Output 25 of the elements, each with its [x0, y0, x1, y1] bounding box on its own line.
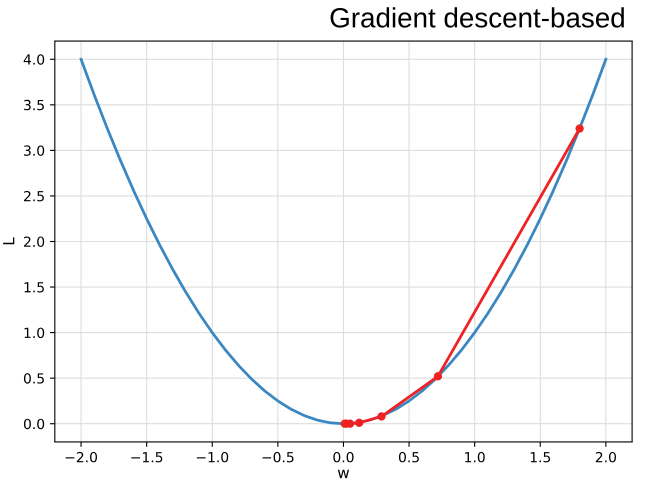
y-tick-label: 0.0 [24, 418, 44, 430]
point [355, 418, 364, 427]
y-tick-label: 3.5 [24, 100, 44, 110]
x-tick-label: 1.5 [530, 452, 550, 462]
y-tick-label: 2.0 [24, 236, 44, 247]
y-tick-label: 1.5 [24, 282, 44, 293]
y-tick-label: 1.0 [24, 328, 44, 338]
y-tick-label: 4.0 [24, 54, 44, 65]
x-tick-label: −0.5 [262, 452, 294, 462]
y-tick-label: 2.5 [24, 190, 44, 202]
x-tick-label: −1.0 [196, 452, 228, 462]
x-tick-label: −2.0 [66, 452, 98, 462]
x-tick-label: −1.5 [131, 452, 162, 462]
x-axis-title: w [338, 470, 350, 478]
x-tick-label: 0.0 [333, 452, 354, 462]
y-tick-label: 0.5 [24, 373, 44, 384]
chart-title: Gradient descent-based [330, 7, 624, 28]
y-axis-title: L [3, 237, 14, 244]
x-tick-label: 1.0 [465, 452, 485, 462]
x-tick-label: 2.0 [596, 452, 616, 462]
point [434, 372, 442, 381]
x-tick-label: 0.5 [398, 452, 419, 462]
y-tick-label: 3.0 [24, 145, 44, 156]
point [575, 124, 584, 133]
point [377, 412, 386, 421]
